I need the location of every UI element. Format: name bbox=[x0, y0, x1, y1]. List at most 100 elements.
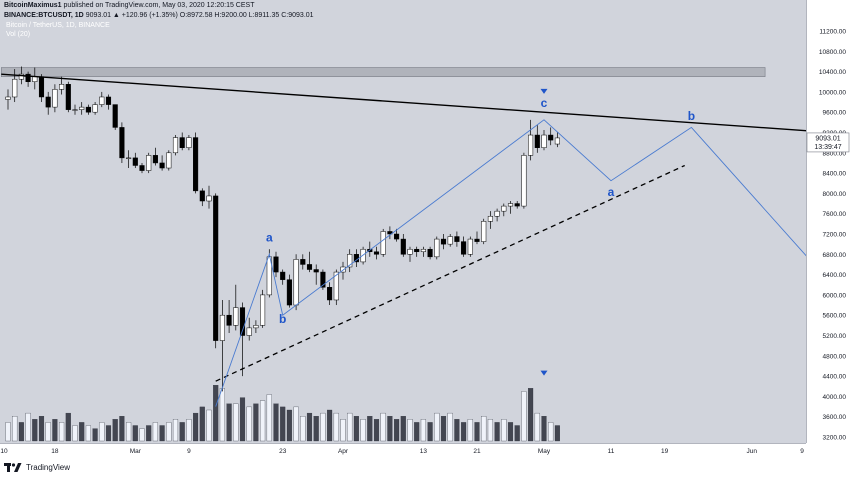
volume-bar bbox=[85, 425, 91, 442]
wave-label: a bbox=[266, 231, 273, 245]
candle-up bbox=[12, 78, 18, 98]
volume-bar bbox=[353, 416, 359, 442]
candle-down bbox=[38, 76, 45, 98]
volume-bar bbox=[92, 428, 98, 442]
volume-bar bbox=[481, 416, 487, 442]
candle-up bbox=[146, 155, 152, 171]
y-tick-label: 4800.00 bbox=[823, 353, 847, 360]
volume-bar bbox=[132, 425, 138, 442]
resistance-zone bbox=[0, 67, 766, 77]
candle-down bbox=[474, 238, 480, 242]
candle-down bbox=[199, 190, 205, 202]
chart-area[interactable]: a b c a b BitcoinMaximus1 published on Tradi… bbox=[0, 0, 806, 443]
y-tick-label: 10000.00 bbox=[819, 89, 846, 96]
volume-bar bbox=[467, 419, 473, 442]
volume-bar bbox=[280, 406, 286, 442]
x-tick-label: 23 bbox=[279, 448, 287, 455]
candle-up bbox=[487, 215, 493, 222]
volume-bar bbox=[387, 416, 393, 442]
volume-bar bbox=[367, 416, 373, 442]
tradingview-logo[interactable]: TradingView bbox=[4, 462, 70, 473]
volume-bar bbox=[360, 419, 366, 442]
volume-bar bbox=[139, 428, 145, 442]
candle-down bbox=[226, 314, 232, 326]
x-tick-label: 18 bbox=[51, 448, 59, 455]
volume-bar bbox=[521, 391, 527, 442]
candle-down bbox=[534, 134, 540, 148]
candle-up bbox=[266, 256, 272, 296]
x-tick-label: 13 bbox=[420, 448, 428, 455]
wave-path bbox=[215, 119, 806, 407]
y-tick-label: 11200.00 bbox=[819, 29, 846, 36]
price-chart[interactable]: a b c a b bbox=[0, 0, 806, 443]
candle-down bbox=[320, 271, 326, 288]
candle-up bbox=[528, 134, 534, 156]
volume-bar bbox=[380, 412, 386, 442]
volume-bar bbox=[487, 419, 493, 442]
candle-up bbox=[407, 248, 413, 255]
y-tick-label: 8800.00 bbox=[823, 150, 847, 157]
volume-bar bbox=[306, 412, 313, 442]
candle-down bbox=[286, 279, 292, 306]
y-tick-label: 3600.00 bbox=[823, 414, 847, 421]
series-title: Bitcoin / TetherUS, 1D, BINANCE bbox=[6, 22, 110, 29]
candle-down bbox=[280, 271, 286, 280]
volume-bar bbox=[233, 403, 239, 442]
volume-bar bbox=[112, 419, 118, 442]
countdown-label: 13:39:47 bbox=[814, 144, 841, 151]
y-tick-label: 8400.00 bbox=[823, 171, 847, 178]
volume-label: Vol (20) bbox=[6, 31, 31, 38]
y-tick-label: 7600.00 bbox=[823, 211, 847, 218]
volume-bar bbox=[146, 425, 152, 442]
candle-up bbox=[521, 155, 527, 207]
time-axis[interactable]: 10 18 Mar 9 23 Apr 13 21 May 11 19 Jun 9 bbox=[0, 443, 806, 458]
volume-bar bbox=[340, 419, 346, 442]
wave-label: c bbox=[541, 96, 548, 110]
candle-up bbox=[72, 109, 78, 111]
candle-down bbox=[454, 236, 460, 242]
volume-bar bbox=[528, 388, 534, 442]
volume-bar bbox=[514, 425, 520, 442]
volume-bar bbox=[226, 403, 232, 442]
volume-bar bbox=[273, 403, 279, 442]
candle-up bbox=[541, 134, 547, 148]
candle-up bbox=[52, 89, 58, 108]
candle-up bbox=[233, 307, 239, 326]
y-tick-label: 10800.00 bbox=[819, 49, 846, 56]
candle-up bbox=[347, 254, 353, 268]
last-price-label: 9093.01 bbox=[815, 135, 840, 142]
volume-bar bbox=[373, 419, 380, 442]
candle-down bbox=[414, 248, 420, 253]
candle-down bbox=[139, 165, 145, 171]
y-tick-label: 5200.00 bbox=[823, 333, 847, 340]
y-tick-label: 6400.00 bbox=[823, 272, 847, 279]
price-axis[interactable]: 11200.00 10800.00 10400.00 10000.00 9600.00 9… bbox=[806, 0, 850, 443]
x-tick-label: Apr bbox=[338, 448, 349, 455]
tradingview-logo-icon bbox=[4, 463, 22, 472]
candle-up bbox=[5, 96, 11, 100]
volume-bar bbox=[534, 412, 540, 442]
candle-up bbox=[246, 327, 252, 336]
candle-down bbox=[440, 238, 447, 245]
wave-label: b bbox=[279, 312, 286, 326]
volume-bar bbox=[59, 422, 65, 442]
volume-bar bbox=[507, 422, 514, 442]
candle-up bbox=[507, 203, 514, 207]
volume-bar bbox=[420, 419, 426, 442]
volume-bar bbox=[213, 385, 219, 442]
resistance-line bbox=[1, 73, 806, 132]
ohlc-values: 9093.01 ▲ +120.96 (+1.35%) O:8972.58 H:9… bbox=[85, 12, 314, 19]
candle-down bbox=[400, 238, 406, 255]
candle-up bbox=[420, 248, 426, 253]
volume-bar bbox=[72, 425, 78, 442]
candle-down bbox=[548, 134, 554, 141]
candle-up bbox=[467, 238, 473, 255]
volume-bar bbox=[440, 416, 447, 442]
volume-bar bbox=[45, 422, 51, 442]
candle-up bbox=[293, 259, 299, 306]
x-tick-label: Jun bbox=[746, 448, 757, 455]
candle-up bbox=[340, 266, 346, 273]
candle-down bbox=[65, 84, 71, 110]
published-info: published on TradingView.com, May 03, 20… bbox=[63, 2, 255, 9]
candle-up bbox=[447, 236, 453, 245]
